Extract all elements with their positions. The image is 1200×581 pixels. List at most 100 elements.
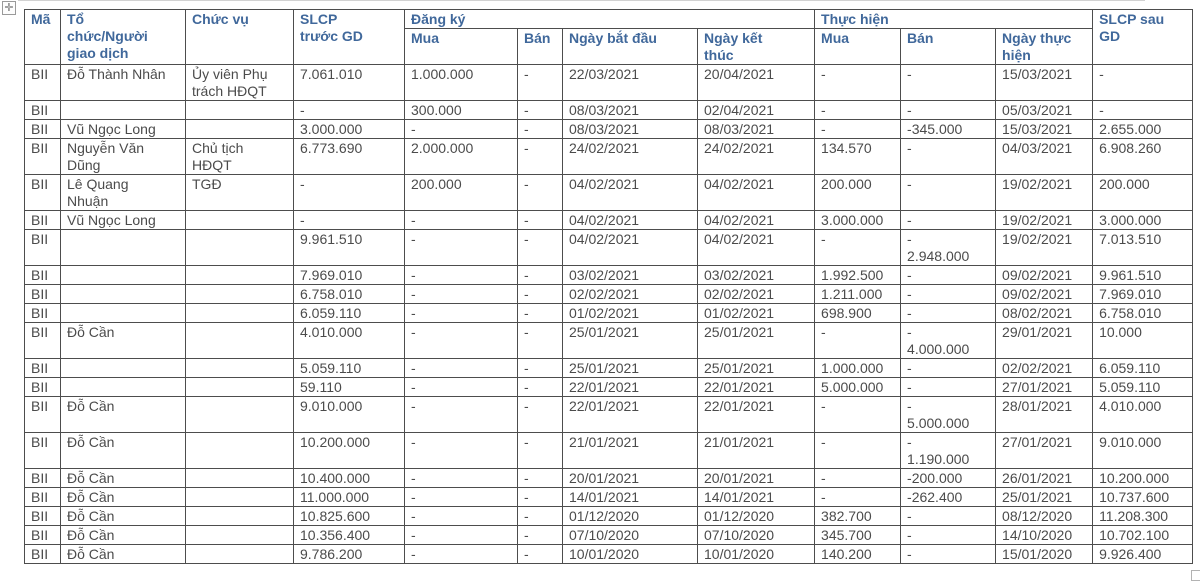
header-ngay-bat-dau[interactable]: Ngày bắt đầu (562, 28, 698, 65)
cell-slcp-truoc-gd[interactable]: 10.825.600 (293, 506, 405, 526)
cell-slcp-truoc-gd[interactable]: 3.000.000 (293, 119, 405, 139)
cell-slcp-sau-gd[interactable]: 6.758.010 (1092, 303, 1194, 323)
cell-ngay-ket-thuc[interactable]: 01/12/2020 (696, 506, 816, 526)
cell-thuc-hien-mua[interactable]: 382.700 (814, 506, 902, 526)
cell-dang-ky-ban[interactable]: - (517, 396, 563, 433)
cell-ngay-bat-dau[interactable]: 02/02/2021 (562, 284, 698, 304)
cell-ma[interactable]: BII (24, 229, 61, 266)
cell-ngay-ket-thuc[interactable]: 07/10/2020 (696, 525, 816, 545)
cell-slcp-truoc-gd[interactable]: 6.059.110 (293, 303, 405, 323)
cell-thuc-hien-mua[interactable]: - (814, 322, 902, 359)
cell-slcp-sau-gd[interactable]: - (1092, 64, 1194, 101)
cell-thuc-hien-ban[interactable]: - (900, 506, 997, 526)
cell-ngay-thuc-hien[interactable]: 25/01/2021 (995, 487, 1094, 507)
cell-dang-ky-ban[interactable]: - (517, 174, 563, 211)
cell-chuc-vu[interactable] (185, 100, 294, 120)
cell-ngay-thuc-hien[interactable]: 27/01/2021 (995, 377, 1094, 397)
cell-ngay-ket-thuc[interactable]: 25/01/2021 (696, 358, 816, 378)
cell-dang-ky-ban[interactable]: - (517, 303, 563, 323)
cell-ngay-ket-thuc[interactable]: 21/01/2021 (696, 432, 816, 469)
cell-dang-ky-ban[interactable]: - (517, 100, 563, 120)
cell-to-chuc-nguoi-giao-dich[interactable]: Đỗ Cần (60, 468, 186, 488)
cell-to-chuc-nguoi-giao-dich[interactable]: Nguyễn Văn Dũng (60, 138, 186, 175)
cell-ngay-ket-thuc[interactable]: 20/04/2021 (696, 64, 816, 101)
cell-slcp-sau-gd[interactable]: 10.702.100 (1092, 525, 1194, 545)
cell-dang-ky-ban[interactable]: - (517, 64, 563, 101)
cell-thuc-hien-ban[interactable]: -345.000 (900, 119, 997, 139)
cell-ma[interactable]: BII (24, 210, 61, 230)
cell-thuc-hien-mua[interactable]: - (814, 119, 902, 139)
cell-thuc-hien-ban[interactable]: -200.000 (900, 468, 997, 488)
header-thuc-hien-ban[interactable]: Bán (900, 28, 997, 65)
cell-dang-ky-mua[interactable]: 1.000.000 (404, 64, 518, 101)
cell-slcp-sau-gd[interactable]: 9.926.400 (1092, 544, 1194, 564)
cell-slcp-truoc-gd[interactable]: 11.000.000 (293, 487, 405, 507)
cell-thuc-hien-ban[interactable]: - (900, 265, 997, 285)
cell-to-chuc-nguoi-giao-dich[interactable]: Vũ Ngọc Long (60, 210, 186, 230)
cell-slcp-truoc-gd[interactable]: 9.786.200 (293, 544, 405, 564)
cell-dang-ky-ban[interactable]: - (517, 265, 563, 285)
cell-to-chuc-nguoi-giao-dich[interactable]: Đỗ Cần (60, 506, 186, 526)
cell-thuc-hien-mua[interactable]: 1.000.000 (814, 358, 902, 378)
cell-chuc-vu[interactable] (185, 119, 294, 139)
cell-ngay-bat-dau[interactable]: 03/02/2021 (562, 265, 698, 285)
cell-slcp-sau-gd[interactable]: 5.059.110 (1092, 377, 1194, 397)
header-slcp-truoc-gd[interactable]: SLCP trước GD (293, 9, 405, 65)
cell-dang-ky-ban[interactable]: - (517, 468, 563, 488)
cell-ngay-thuc-hien[interactable]: 29/01/2021 (995, 322, 1094, 359)
cell-thuc-hien-ban[interactable]: - (900, 377, 997, 397)
cell-chuc-vu[interactable] (185, 525, 294, 545)
cell-to-chuc-nguoi-giao-dich[interactable] (60, 229, 186, 266)
cell-slcp-truoc-gd[interactable]: 9.010.000 (293, 396, 405, 433)
cell-chuc-vu[interactable] (185, 210, 294, 230)
cell-thuc-hien-mua[interactable]: - (814, 432, 902, 469)
cell-to-chuc-nguoi-giao-dich[interactable]: Đỗ Cần (60, 487, 186, 507)
cell-thuc-hien-mua[interactable]: - (814, 100, 902, 120)
cell-ma[interactable]: BII (24, 265, 61, 285)
cell-slcp-truoc-gd[interactable]: - (293, 100, 405, 120)
cell-slcp-sau-gd[interactable]: 9.961.510 (1092, 265, 1194, 285)
cell-ngay-bat-dau[interactable]: 08/03/2021 (562, 100, 698, 120)
cell-ngay-thuc-hien[interactable]: 09/02/2021 (995, 284, 1094, 304)
cell-chuc-vu[interactable] (185, 303, 294, 323)
cell-to-chuc-nguoi-giao-dich[interactable]: Đỗ Thành Nhân (60, 64, 186, 101)
table-move-handle-icon[interactable]: ✛ (2, 1, 16, 15)
cell-ngay-ket-thuc[interactable]: 08/03/2021 (696, 119, 816, 139)
header-dang-ky-mua[interactable]: Mua (404, 28, 518, 65)
cell-ngay-thuc-hien[interactable]: 27/01/2021 (995, 432, 1094, 469)
cell-ngay-bat-dau[interactable]: 01/02/2021 (562, 303, 698, 323)
cell-ngay-thuc-hien[interactable]: 02/02/2021 (995, 358, 1094, 378)
cell-ma[interactable]: BII (24, 487, 61, 507)
cell-thuc-hien-mua[interactable]: 698.900 (814, 303, 902, 323)
cell-ngay-thuc-hien[interactable]: 08/12/2020 (995, 506, 1094, 526)
cell-thuc-hien-mua[interactable]: 200.000 (814, 174, 902, 211)
cell-ngay-ket-thuc[interactable]: 01/02/2021 (696, 303, 816, 323)
cell-dang-ky-ban[interactable]: - (517, 432, 563, 469)
cell-ngay-ket-thuc[interactable]: 24/02/2021 (696, 138, 816, 175)
cell-thuc-hien-ban[interactable]: - 2.948.000 (900, 229, 997, 266)
cell-ngay-ket-thuc[interactable]: 20/01/2021 (696, 468, 816, 488)
cell-chuc-vu[interactable] (185, 544, 294, 564)
cell-ngay-bat-dau[interactable]: 07/10/2020 (562, 525, 698, 545)
cell-ma[interactable]: BII (24, 506, 61, 526)
cell-ma[interactable]: BII (24, 64, 61, 101)
cell-ma[interactable]: BII (24, 284, 61, 304)
cell-ma[interactable]: BII (24, 138, 61, 175)
cell-dang-ky-mua[interactable]: - (404, 303, 518, 323)
cell-ngay-thuc-hien[interactable]: 15/03/2021 (995, 119, 1094, 139)
cell-ngay-ket-thuc[interactable]: 04/02/2021 (696, 210, 816, 230)
cell-dang-ky-mua[interactable]: 300.000 (404, 100, 518, 120)
header-ma[interactable]: Mã (24, 9, 61, 65)
cell-ma[interactable]: BII (24, 100, 61, 120)
cell-slcp-sau-gd[interactable]: 4.010.000 (1092, 396, 1194, 433)
cell-slcp-sau-gd[interactable]: 10.737.600 (1092, 487, 1194, 507)
cell-slcp-truoc-gd[interactable]: - (293, 210, 405, 230)
cell-thuc-hien-ban[interactable]: - (900, 210, 997, 230)
cell-ngay-bat-dau[interactable]: 25/01/2021 (562, 322, 698, 359)
cell-ngay-bat-dau[interactable]: 01/12/2020 (562, 506, 698, 526)
cell-dang-ky-mua[interactable]: - (404, 119, 518, 139)
cell-ma[interactable]: BII (24, 358, 61, 378)
cell-chuc-vu[interactable] (185, 358, 294, 378)
cell-ngay-bat-dau[interactable]: 22/01/2021 (562, 377, 698, 397)
cell-slcp-sau-gd[interactable]: 200.000 (1092, 174, 1194, 211)
